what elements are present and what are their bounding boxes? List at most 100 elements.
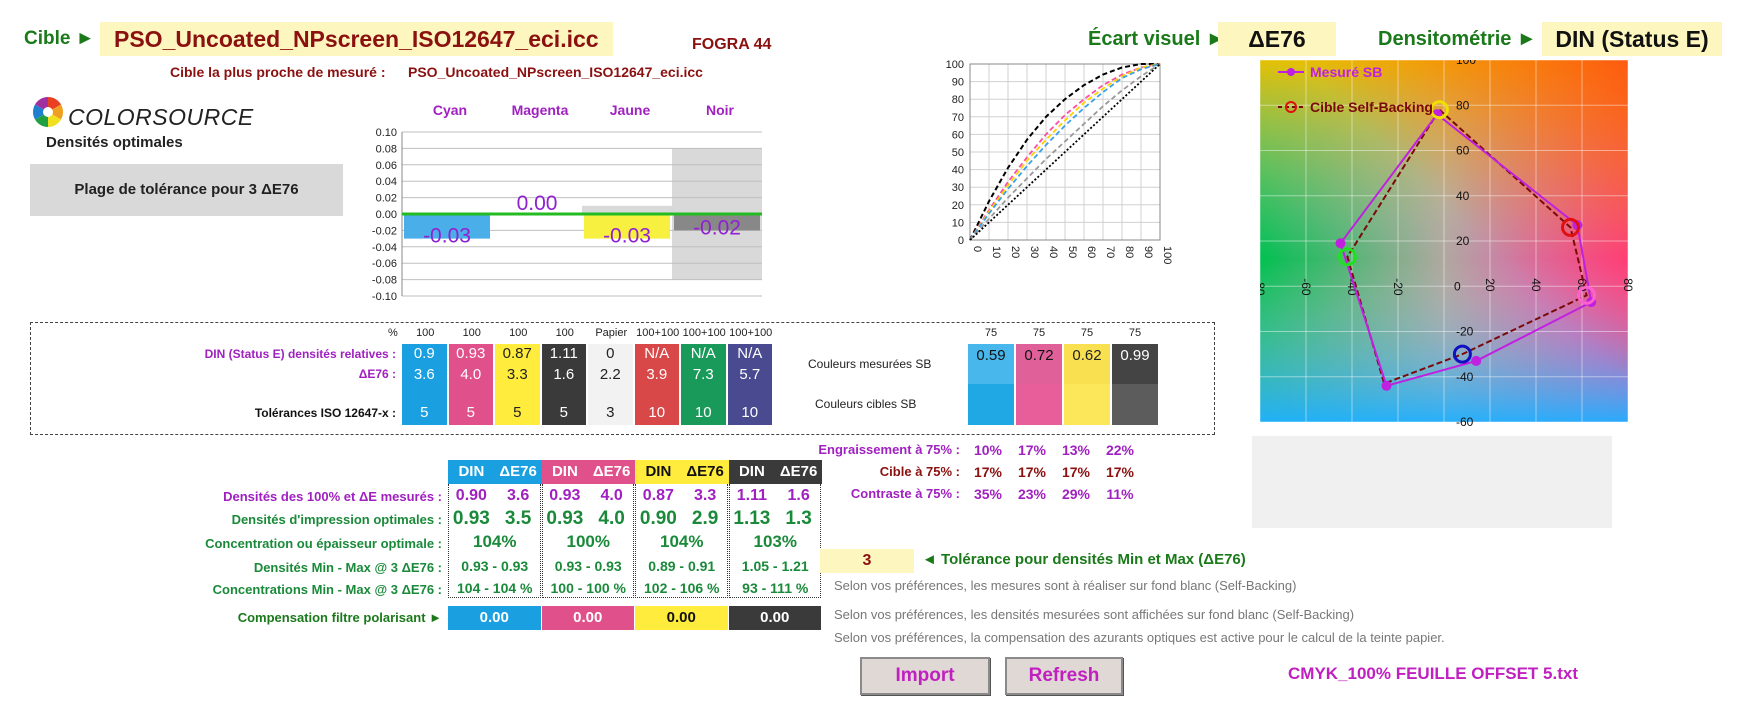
polarizing-filter-value[interactable]: 0.00 [541,606,634,630]
import-button[interactable]: Import [860,657,990,695]
pct-col-header: 100 [416,327,435,339]
curve-xtick-label: 30 [1028,246,1040,258]
cible-value[interactable]: PSO_Uncoated_NPscreen_ISO12647_eci.icc [100,22,613,56]
polarizing-filter-value[interactable]: 0.00 [728,606,821,630]
tol-value: 10 [694,404,712,421]
curve-series-line [969,63,1161,241]
polarizing-filter-value[interactable]: 0.00 [448,606,541,630]
de-value: 4.0 [460,366,482,383]
de-value: 3.6 [413,366,435,383]
bar-ytick-label: 0.06 [376,160,397,172]
curve-xtick-label: 80 [1123,246,1135,258]
engraissement-value: 10% [973,442,1003,458]
concentration-value: 104% [660,532,704,551]
curve-ytick-label: 40 [952,165,964,177]
minmax-density-value: 1.05 - 1.21 [741,558,809,574]
pct-col-header: 100+100 [636,327,680,339]
minmax-concentration-value: 102 - 106 % [644,580,720,596]
bar-ytick-label: 0.04 [376,176,397,188]
tol-value: 5 [559,404,568,421]
lower-header-din: DIN [635,460,682,484]
din-value: N/A [737,345,763,362]
curve-xtick-label: 40 [1047,246,1059,258]
optimale-de-value: 3.5 [504,508,532,529]
engraissement-value: 17% [973,464,1003,480]
curve-series-line [969,63,1160,241]
density-column-swatch [541,344,586,425]
bar-jaune [584,214,670,239]
bar-value-label: -0.02 [693,216,741,239]
densito-value[interactable]: DIN (Status E) [1542,22,1722,56]
bar-ytick-label: 0.02 [376,193,397,205]
din-value: 0.9 [413,345,435,362]
ab-ytick-label: 80 [1456,98,1470,112]
info-box [1252,436,1612,528]
lower-header-de: ΔE76 [588,460,635,484]
curve-ytick-label: 50 [952,147,964,159]
concentration-value: 103% [753,532,797,551]
minmax-concentration-value: 93 - 111 % [742,580,809,596]
ab-target-marker [1452,344,1472,364]
tone-curve-chart: 0 10 20 30 40 50 60 70 80 90 100 0 10 20 30 40 50 60 70 80 9… [946,60,1173,264]
curve-xtick-label: 90 [1142,246,1154,258]
lower-row-label: Densités d'impression optimales : [231,512,442,527]
mesure-din-value: 0.90 [455,487,487,504]
de-value: 3.3 [506,366,528,383]
curve-xtick-label: 20 [1009,246,1021,258]
curve-series-line [969,63,1161,241]
optimale-de-value: 4.0 [598,508,625,529]
minmax-concentration-value: 104 - 104 % [457,580,533,596]
tolerance-value[interactable]: 3 [820,549,914,573]
refresh-button[interactable]: Refresh [1005,657,1123,695]
tol-value: 5 [466,404,475,421]
bar-ytick-label: -0.10 [372,291,397,303]
ab-cible-line [1346,109,1588,385]
bar-header-jaune: Jaune [609,102,651,118]
bar-header-magenta: Magenta [511,102,569,118]
density-column-swatch [588,344,633,425]
ab-xtick-label: -80 [1260,278,1267,296]
logo-text: COLORSOURCE [68,104,254,130]
density-column-swatch [402,344,447,425]
lower-row-label: Concentrations Min - Max @ 3 ΔE76 : [212,582,442,597]
mesure-de-value: 4.0 [600,487,623,504]
engraissement-value: 17% [1061,464,1091,480]
concentration-value: 104% [473,532,517,551]
legend-cible-label: Cible Self-Backing [1310,99,1433,115]
bar-ytick-label: -0.04 [372,242,397,254]
legend-cible-marker [1285,101,1297,113]
optimale-din-value: 0.90 [639,508,677,529]
optimale-de-value: 2.9 [691,508,719,529]
bar-value-label: 0.00 [517,192,558,215]
engraissement-row-label: Engraissement à 75% : [818,442,960,457]
din-value: 1.11 [549,345,578,362]
mesure-din-value: 0.93 [549,487,581,504]
ab-ytick-label: 20 [1456,234,1470,248]
ab-ytick-label: -20 [1456,325,1474,339]
lower-row-label: Densités des 100% et ΔE mesurés : [223,489,442,504]
pct75-header: 75 [1128,327,1142,339]
engraissement-value: 23% [1017,486,1047,502]
mesure-de-value: 3.6 [507,487,530,504]
ab-xtick-label: 40 [1529,278,1543,292]
din-value: 0.93 [456,345,486,362]
curve-ytick-label: 20 [952,200,964,212]
lower-header-din: DIN [448,460,495,484]
curve-series-line [969,63,1161,241]
engraissement-value: 29% [1061,486,1091,502]
meas75-value: 0.99 [1120,347,1150,364]
curve-ytick-label: 70 [952,112,964,124]
meas75-swatch [968,344,1014,384]
bar-noir [674,214,760,231]
tolerance-label: ◄ Tolérance pour densités Min et Max (ΔE… [922,551,1246,568]
pct-col-header: 100+100 [682,327,726,339]
closest-label: Cible la plus proche de mesuré : [170,64,386,80]
closest-value: PSO_Uncoated_NPscreen_ISO12647_eci.icc [408,64,703,80]
ecart-value[interactable]: ΔE76 [1218,22,1336,56]
brand-subtitle: Densités optimales [46,134,183,151]
mesure-de-value: 1.6 [787,487,810,504]
meas75-value: 0.72 [1024,347,1054,364]
polarizing-filter-label: Compensation filtre polarisant ► [237,610,442,625]
ab-mesure-point [1381,380,1392,391]
polarizing-filter-value[interactable]: 0.00 [635,606,728,630]
